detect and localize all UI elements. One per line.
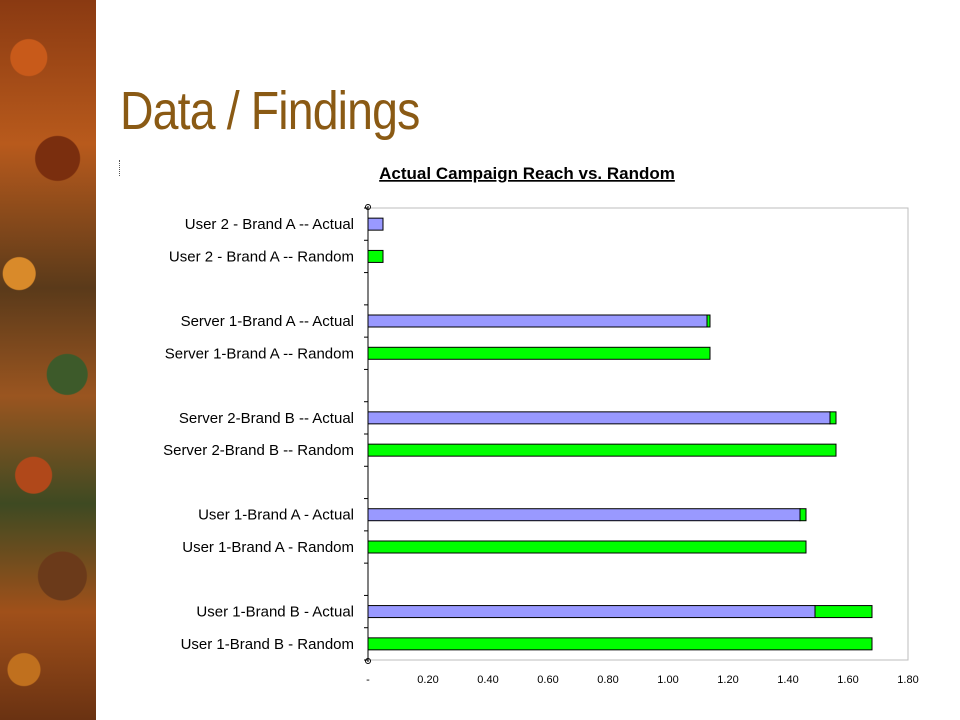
x-tick-label: - (366, 674, 370, 686)
text-cursor-marker (119, 160, 121, 176)
x-tick-label: 0.20 (417, 674, 438, 686)
x-tick-label: 1.20 (717, 674, 738, 686)
bar-segment-series-0 (367, 605, 816, 619)
x-tick-label: 0.60 (537, 674, 558, 686)
bar-segment-series-1 (367, 249, 384, 263)
x-tick-label: 1.00 (657, 674, 678, 686)
bar-segment-series-0 (367, 217, 384, 231)
category-label: User 2 - Brand A -- Random (169, 248, 354, 265)
category-label: User 1-Brand A - Random (182, 539, 354, 556)
category-label: Server 2-Brand B -- Random (163, 442, 354, 459)
axis-end-marker (365, 658, 371, 664)
bar-segment-series-1 (367, 346, 711, 360)
slide-title: Data / Findings (120, 81, 420, 141)
category-label: Server 1-Brand A -- Actual (181, 313, 354, 330)
bar-segment-series-1 (367, 637, 873, 651)
category-label: Server 2-Brand B -- Actual (179, 410, 354, 427)
category-label: User 2 - Brand A -- Actual (185, 216, 354, 233)
x-tick-label: 1.40 (777, 674, 798, 686)
bar-segment-series-1 (367, 443, 837, 457)
bar-segment-series-0 (367, 314, 708, 328)
plot-area (367, 207, 909, 661)
category-label: Server 1-Brand A -- Random (165, 345, 354, 362)
category-label: User 1-Brand B - Random (181, 636, 354, 653)
bar-segment-series-1 (829, 411, 837, 425)
category-label: User 1-Brand A - Actual (198, 507, 354, 524)
bar-segment-series-1 (706, 314, 711, 328)
decorative-gear-strip (0, 0, 96, 720)
bar-segment-series-1 (799, 508, 807, 522)
x-tick-label: 0.80 (597, 674, 618, 686)
x-tick-label: 0.40 (477, 674, 498, 686)
category-label: User 1-Brand B - Actual (196, 604, 354, 621)
x-tick-label: 1.80 (897, 674, 918, 686)
bar-segment-series-1 (367, 540, 807, 554)
bar-segment-series-0 (367, 411, 831, 425)
bar-segment-series-1 (814, 605, 873, 619)
bar-segment-series-0 (367, 508, 801, 522)
axis-end-marker (365, 204, 371, 210)
x-tick-label: 1.60 (837, 674, 858, 686)
chart-title: Actual Campaign Reach vs. Random (379, 164, 675, 183)
